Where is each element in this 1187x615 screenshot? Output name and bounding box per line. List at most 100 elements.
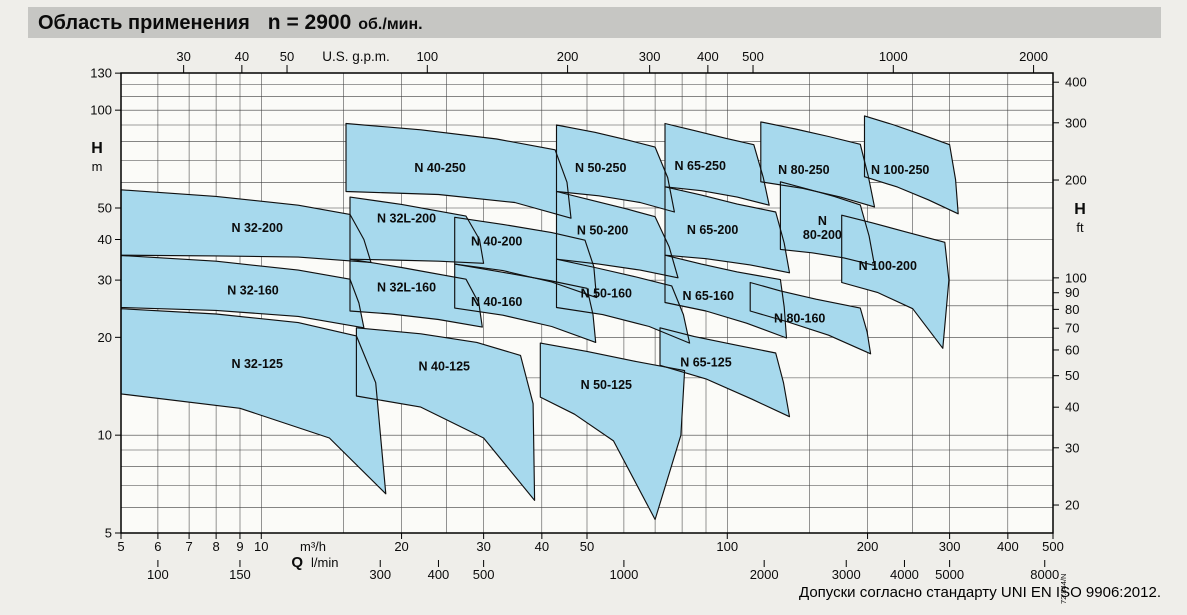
axis-bottom-lmin: 100 150 300 400 500 1000 2000 3000 4000 5000 8000 [147,560,1059,582]
region-label: N 80-160 [774,312,825,326]
region-label: N [818,214,827,228]
axis-label-q: Q [291,554,303,571]
tick-label-m3h: 5 [117,539,124,554]
pump-region-outline-n-50-200 [555,190,679,279]
pump-region-outline-n-80-200 [779,181,876,266]
pump-region-n-65-160 [665,255,787,338]
pump-region-outline-n-50-125 [539,342,686,521]
pump-region-outline-n-32-200 [120,189,372,263]
region-label: N 40-160 [471,295,522,309]
axis-bottom-m3h: 5 6 7 8 9 10 20 30 40 50 100 200 300 400 500 m³/hQ l/min [117,533,1064,571]
tick-label-lmin: 500 [473,567,495,582]
tick-label-m: 130 [90,66,112,81]
pump-region-n-32-160 [121,255,364,328]
pump-region-outline-n-32-125 [120,308,387,495]
region-label: N 40-125 [419,360,470,374]
region-label: N 50-250 [575,161,626,175]
region-label: N 32-160 [227,283,278,297]
pump-region-n-50-160 [556,259,690,344]
pump-region-n-50-250 [556,125,675,212]
pump-region-n-32-125 [121,308,386,494]
tick-label-ft: 60 [1065,342,1079,357]
pump-region-outline-n-80-160 [749,281,872,355]
tick-label-lmin: 4000 [890,567,919,582]
tick-label-ft: 100 [1065,270,1087,285]
region-label: N 65-125 [680,355,731,369]
region-label: N 32-125 [231,357,282,371]
region-label: N 50-160 [581,286,632,300]
tick-label-m3h: 100 [716,539,738,554]
region-label: N 32L-160 [377,280,436,294]
tick-label-ft: 90 [1065,285,1079,300]
pump-region-outline-n-50-160 [555,258,691,344]
pump-region-n-65-200 [665,186,790,273]
pump-region-outline-n-40-250 [345,122,572,219]
tick-label-lmin: 100 [147,567,169,582]
tick-label-ft: 300 [1065,115,1087,130]
region-label: N 50-125 [581,378,632,392]
tick-label-m: 100 [90,103,112,118]
title-bar: Область применения n = 2900 об./мин. [28,7,1161,38]
pump-region-outline-n-65-160 [664,254,788,339]
pump-region-outline-n-32-160 [120,254,365,329]
tick-label-ft: 40 [1065,400,1079,415]
axis-unit-ft: ft [1076,220,1084,235]
region-label: N 40-250 [414,161,465,175]
tick-label-m3h: 200 [857,539,879,554]
region-label: N 32-200 [231,221,282,235]
tick-label-usgpm: 300 [639,49,661,64]
region-label: N 100-250 [871,163,929,177]
region-label: N 80-250 [778,163,829,177]
tick-label-lmin: 5000 [935,567,964,582]
pump-region-n-50-125 [540,343,685,520]
tick-label-m3h: 10 [254,539,268,554]
tick-label-m: 5 [105,526,112,541]
pump-region-n-40-125 [356,327,535,501]
tick-label-m3h: 9 [236,539,243,554]
tick-label-m3h: 500 [1042,539,1064,554]
tick-label-usgpm: 100 [416,49,438,64]
tick-label-m3h: 8 [213,539,220,554]
pump-region-outline-n-40-200 [454,216,598,299]
tick-label-m: 20 [98,330,112,345]
pump-region-n-65-250 [665,123,770,206]
pump-region-outline-n-100-250 [863,115,959,215]
pump-region-n-100-200 [841,215,949,349]
tick-label-usgpm: 30 [176,49,190,64]
pump-region-outlines [120,115,959,521]
region-label: 80-200 [803,228,842,242]
region-label: N 50-200 [577,223,628,237]
tick-label-lmin: 8000 [1030,567,1059,582]
tick-label-m3h: 300 [939,539,961,554]
pump-region-outline-n-32l-160 [349,258,483,328]
tick-label-lmin: 400 [428,567,450,582]
tick-label-m3h: 20 [394,539,408,554]
pump-region-outline-n-50-250 [555,124,675,213]
region-labels: N 32-125 N 32-160 N 32-200 N 32L-200 N 32L-1… [227,159,929,392]
tick-label-ft: 50 [1065,368,1079,383]
region-label: N 65-200 [687,223,738,237]
tick-label-usgpm: 1000 [879,49,908,64]
tick-label-m3h: 30 [476,539,490,554]
tick-label-ft: 80 [1065,302,1079,317]
pump-region-outline-n-40-160 [454,263,597,343]
region-label: N 100-200 [859,259,917,273]
axis-label-h-right: H [1074,201,1086,218]
tick-label-usgpm: 200 [557,49,579,64]
tick-label-m: 40 [98,232,112,247]
pump-region-n-50-200 [556,191,678,278]
axis-label-h-left: H [91,140,103,157]
tick-label-m: 50 [98,201,112,216]
tick-label-m3h: 7 [185,539,192,554]
tolerance-note: Допуски согласно стандарту UNI EN ISO 99… [799,584,1161,601]
pump-region-n-32-200 [121,189,371,263]
region-label: N 40-200 [471,234,522,248]
pump-region-n-65-125 [660,327,790,417]
axis-unit-m: m [92,159,103,174]
pump-regions [121,115,959,520]
axis-unit-lmin: l/min [311,555,338,570]
pump-region-n-100-250 [864,115,959,214]
pump-region-outline-n-65-200 [664,186,791,274]
tick-label-ft: 20 [1065,498,1079,513]
